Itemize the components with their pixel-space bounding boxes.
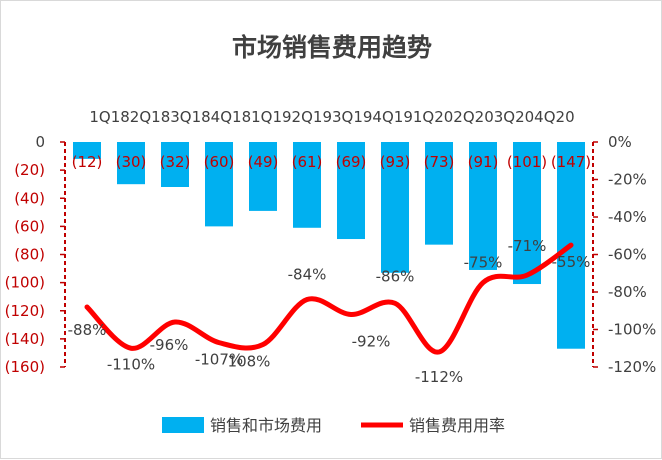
bar-2Q20	[469, 142, 497, 270]
chart-title: 市场销售费用趋势	[232, 33, 432, 62]
bar-label-4Q20: (147)	[551, 153, 591, 171]
bar-3Q20	[513, 142, 541, 285]
left-tick-label: 0	[35, 133, 45, 151]
bar-4Q19	[381, 142, 409, 273]
left-tick-label: (140)	[5, 330, 45, 348]
left-tick-label: (100)	[5, 274, 45, 292]
left-tick-label: (20)	[14, 161, 45, 179]
line-series-rate	[84, 242, 574, 355]
line-label-2Q20: -75%	[464, 254, 503, 272]
right-tick-label: -80%	[608, 283, 647, 301]
bar-1Q20	[425, 142, 453, 245]
line-label-3Q19: -92%	[352, 333, 391, 351]
line-label-4Q19: -86%	[376, 267, 415, 285]
line-label-2Q19: -84%	[288, 266, 327, 284]
line-label-4Q18: -107%	[195, 351, 243, 369]
left-tick-label: (120)	[5, 302, 45, 320]
right-axis: 0% -20% -40% -60% -80% -100% -120%	[592, 133, 656, 376]
bar-label-2Q18: (30)	[116, 153, 147, 171]
line-layer	[84, 242, 574, 355]
bar-label-4Q19: (93)	[380, 153, 411, 171]
left-tick-label: (160)	[5, 358, 45, 376]
bar-label-1Q18: (12)	[72, 153, 103, 171]
right-tick-label: 0%	[608, 133, 632, 151]
right-tick-label: -20%	[608, 171, 647, 189]
line-label-1Q19: 108%	[228, 353, 271, 371]
line-labels: -88%-110%-96% -107%108% -84% -92% -86% -112% -…	[68, 237, 591, 386]
left-axis: 0 (20) (40) (60) (80) (100) (120) (140) (160)	[5, 133, 66, 376]
left-tick-label: (60)	[14, 217, 45, 235]
bar-label-3Q20: (101)	[507, 153, 547, 171]
legend-label-bar: 销售和市场费用	[210, 416, 322, 435]
legend-label-line: 销售费用用率	[409, 416, 505, 435]
legend-swatch-bar	[162, 417, 204, 433]
bar-label-3Q19: (69)	[336, 153, 367, 171]
bar-1Q18	[73, 142, 101, 159]
bar-label-4Q18: (60)	[204, 153, 235, 171]
legend: 销售和市场费用 销售费用用率	[162, 416, 505, 435]
line-label-1Q18: -88%	[68, 321, 107, 339]
bar-2Q18	[117, 142, 145, 185]
bar-label-3Q18: (32)	[160, 153, 191, 171]
bar-3Q18	[161, 142, 189, 187]
line-label-3Q20: -71%	[508, 237, 547, 255]
line-label-3Q18: -96%	[150, 336, 189, 354]
bar-labels: (12) (30) (32) (60) (49) (61) (69) (93) (73) (91)…	[72, 153, 592, 171]
line-label-1Q20: -112%	[415, 368, 463, 386]
bar-2Q19	[293, 142, 321, 228]
bar-4Q18	[205, 142, 233, 227]
left-tick-label: (80)	[14, 246, 45, 264]
right-tick-label: -120%	[608, 358, 656, 376]
bar-3Q19	[337, 142, 365, 240]
bar-label-2Q20: (91)	[468, 153, 499, 171]
bar-label-1Q20: (73)	[424, 153, 455, 171]
right-tick-label: -40%	[608, 208, 647, 226]
bar-label-1Q19: (49)	[248, 153, 279, 171]
category-label-row: 1Q182Q183Q184Q181Q192Q193Q194Q191Q202Q20…	[89, 108, 574, 126]
bar-label-2Q19: (61)	[292, 153, 323, 171]
bar-1Q19	[249, 142, 277, 211]
right-tick-label: -100%	[608, 321, 656, 339]
line-label-4Q20: -55%	[552, 253, 591, 271]
right-tick-label: -60%	[608, 246, 647, 264]
left-tick-label: (40)	[14, 189, 45, 207]
bars-layer	[73, 142, 585, 349]
line-label-2Q18: -110%	[107, 355, 155, 373]
